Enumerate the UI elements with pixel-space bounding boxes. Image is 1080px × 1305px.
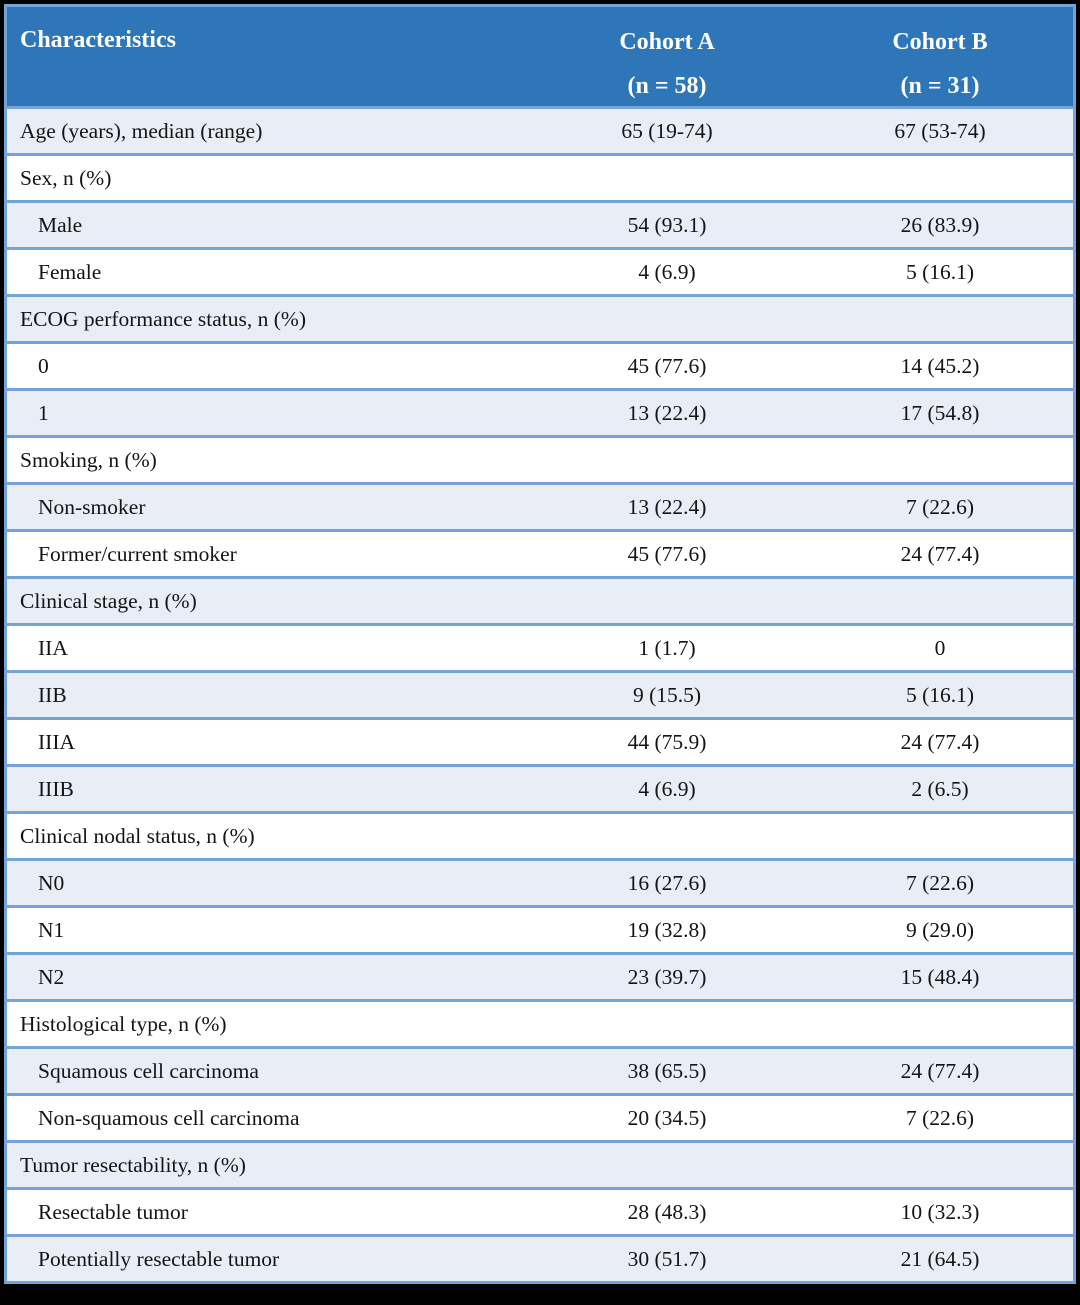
cohort-a-value: 1 (1.7) bbox=[638, 635, 696, 660]
cohort-a-value: 23 (39.7) bbox=[627, 964, 707, 989]
table-row-stage-iib: IIB 9 (15.5) 5 (16.1) bbox=[7, 670, 1073, 717]
table-row-female: Female 4 (6.9) 5 (16.1) bbox=[7, 247, 1073, 294]
row-label: 1 bbox=[38, 400, 49, 425]
cohort-b-value: 24 (77.4) bbox=[900, 541, 980, 566]
cohort-b-value: 0 bbox=[934, 635, 946, 660]
cohort-b-value: 5 (16.1) bbox=[905, 682, 975, 707]
cohort-a-value: 45 (77.6) bbox=[627, 353, 707, 378]
table-row-ecog-1: 1 13 (22.4) 17 (54.8) bbox=[7, 388, 1073, 435]
row-label: Sex, n (%) bbox=[20, 165, 112, 190]
table-row-resectability-group: Tumor resectability, n (%) bbox=[7, 1140, 1073, 1187]
row-label: ECOG performance status, n (%) bbox=[20, 306, 306, 331]
table-row-n0: N0 16 (27.6) 7 (22.6) bbox=[7, 858, 1073, 905]
cohort-b-value: 5 (16.1) bbox=[905, 259, 975, 284]
cohort-a-value: 38 (65.5) bbox=[627, 1058, 707, 1083]
row-label: Clinical nodal status, n (%) bbox=[20, 823, 255, 848]
row-label: Tumor resectability, n (%) bbox=[20, 1152, 246, 1177]
row-label: Clinical stage, n (%) bbox=[20, 588, 197, 613]
table-row-histology-group: Histological type, n (%) bbox=[7, 999, 1073, 1046]
table-row-smoking-group: Smoking, n (%) bbox=[7, 435, 1073, 482]
row-label: N2 bbox=[38, 964, 65, 989]
table-row-ecog-0: 0 45 (77.6) 14 (45.2) bbox=[7, 341, 1073, 388]
cohort-b-value: 7 (22.6) bbox=[905, 494, 975, 519]
cohort-a-value: 28 (48.3) bbox=[627, 1199, 707, 1224]
cohort-a-value: 45 (77.6) bbox=[627, 541, 707, 566]
header-cohort-b-name: Cohort B bbox=[892, 29, 988, 55]
table-row-stage-iiia: IIIA 44 (75.9) 24 (77.4) bbox=[7, 717, 1073, 764]
table-row-sex-group: Sex, n (%) bbox=[7, 153, 1073, 200]
cohort-a-value: 13 (22.4) bbox=[627, 494, 707, 519]
cohort-b-value: 10 (32.3) bbox=[900, 1199, 980, 1224]
cohort-b-value: 17 (54.8) bbox=[900, 400, 980, 425]
cohort-b-value: 7 (22.6) bbox=[905, 870, 975, 895]
row-label: Former/current smoker bbox=[38, 541, 237, 566]
cohort-a-value: 20 (34.5) bbox=[627, 1105, 707, 1130]
row-label: IIB bbox=[38, 682, 67, 707]
cohort-a-value: 13 (22.4) bbox=[627, 400, 707, 425]
row-label: N0 bbox=[38, 870, 65, 895]
cohort-b-value: 24 (77.4) bbox=[900, 729, 980, 754]
cohort-a-value: 54 (93.1) bbox=[627, 212, 707, 237]
row-label: Squamous cell carcinoma bbox=[38, 1058, 259, 1083]
table-row-former-current-smoker: Former/current smoker 45 (77.6) 24 (77.4… bbox=[7, 529, 1073, 576]
cohort-a-value: 9 (15.5) bbox=[632, 682, 702, 707]
table-row-non-smoker: Non-smoker 13 (22.4) 7 (22.6) bbox=[7, 482, 1073, 529]
characteristics-table: Characteristics Cohort A (n = 58) Cohort… bbox=[4, 4, 1076, 1284]
table-row-age: Age (years), median (range) 65 (19-74) 6… bbox=[7, 106, 1073, 153]
row-label: Non-squamous cell carcinoma bbox=[38, 1105, 300, 1130]
cohort-a-value: 65 (19-74) bbox=[621, 118, 713, 143]
table-header-row: Characteristics Cohort A (n = 58) Cohort… bbox=[7, 7, 1073, 106]
cohort-a-value: 30 (51.7) bbox=[627, 1246, 707, 1271]
table-row-nodal-status-group: Clinical nodal status, n (%) bbox=[7, 811, 1073, 858]
cohort-a-value: 16 (27.6) bbox=[627, 870, 707, 895]
cohort-a-value: 44 (75.9) bbox=[627, 729, 707, 754]
cohort-b-value: 14 (45.2) bbox=[900, 353, 980, 378]
cohort-b-value: 21 (64.5) bbox=[900, 1246, 980, 1271]
row-label: Smoking, n (%) bbox=[20, 447, 157, 472]
cohort-b-value: 7 (22.6) bbox=[905, 1105, 975, 1130]
cohort-b-value: 67 (53-74) bbox=[894, 118, 986, 143]
table-row-squamous: Squamous cell carcinoma 38 (65.5) 24 (77… bbox=[7, 1046, 1073, 1093]
row-label: IIIB bbox=[38, 776, 74, 801]
row-label: Female bbox=[38, 259, 102, 284]
cohort-a-value: 19 (32.8) bbox=[627, 917, 707, 942]
row-label: N1 bbox=[38, 917, 65, 942]
cohort-a-value: 4 (6.9) bbox=[638, 259, 696, 284]
row-label: Non-smoker bbox=[38, 494, 146, 519]
row-label: Resectable tumor bbox=[38, 1199, 188, 1224]
table-row-ecog-group: ECOG performance status, n (%) bbox=[7, 294, 1073, 341]
table-row-potentially-resectable: Potentially resectable tumor 30 (51.7) 2… bbox=[7, 1234, 1073, 1281]
header-cohort-b-n: (n = 31) bbox=[900, 73, 980, 99]
table-row-non-squamous: Non-squamous cell carcinoma 20 (34.5) 7 … bbox=[7, 1093, 1073, 1140]
row-label: 0 bbox=[38, 353, 49, 378]
table-row-resectable: Resectable tumor 28 (48.3) 10 (32.3) bbox=[7, 1187, 1073, 1234]
header-cohort-b: Cohort B (n = 31) bbox=[807, 7, 1073, 106]
table-row-stage-iiib: IIIB 4 (6.9) 2 (6.5) bbox=[7, 764, 1073, 811]
row-label: IIIA bbox=[38, 729, 76, 754]
cohort-b-value: 26 (83.9) bbox=[900, 212, 980, 237]
cohort-b-value: 9 (29.0) bbox=[905, 917, 975, 942]
header-cohort-a-n: (n = 58) bbox=[627, 73, 707, 99]
cohort-b-value: 15 (48.4) bbox=[900, 964, 980, 989]
cohort-a-value: 4 (6.9) bbox=[638, 776, 696, 801]
table-row-clinical-stage-group: Clinical stage, n (%) bbox=[7, 576, 1073, 623]
row-label: Potentially resectable tumor bbox=[38, 1246, 280, 1271]
table-row-stage-iia: IIA 1 (1.7) 0 bbox=[7, 623, 1073, 670]
table-row-male: Male 54 (93.1) 26 (83.9) bbox=[7, 200, 1073, 247]
row-label: IIA bbox=[38, 635, 68, 660]
table-row-n2: N2 23 (39.7) 15 (48.4) bbox=[7, 952, 1073, 999]
header-characteristics: Characteristics bbox=[20, 27, 176, 53]
row-label: Histological type, n (%) bbox=[20, 1011, 227, 1036]
cohort-b-value: 24 (77.4) bbox=[900, 1058, 980, 1083]
header-cohort-a: Cohort A (n = 58) bbox=[527, 7, 807, 106]
table-row-n1: N1 19 (32.8) 9 (29.0) bbox=[7, 905, 1073, 952]
row-label: Male bbox=[38, 212, 83, 237]
cohort-b-value: 2 (6.5) bbox=[911, 776, 969, 801]
row-label: Age (years), median (range) bbox=[20, 118, 263, 143]
header-cohort-a-name: Cohort A bbox=[619, 29, 715, 55]
